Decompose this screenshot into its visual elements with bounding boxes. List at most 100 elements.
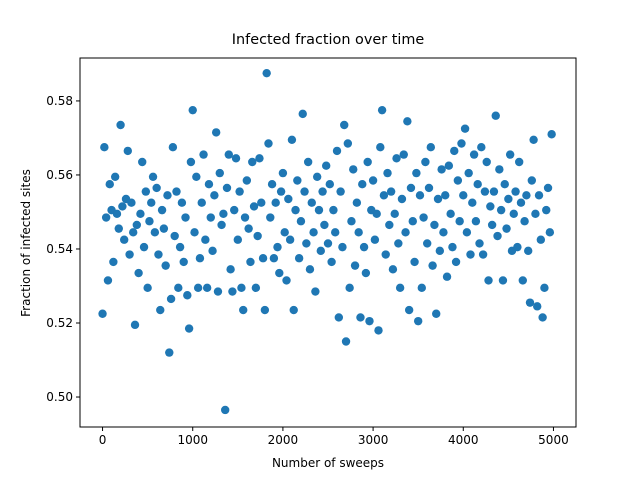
point — [341, 337, 351, 346]
point — [486, 202, 495, 211]
point — [350, 261, 360, 270]
point — [361, 268, 371, 278]
point — [123, 146, 132, 156]
point — [441, 191, 450, 200]
point — [496, 205, 506, 215]
point — [260, 305, 270, 315]
point — [527, 176, 537, 185]
point — [195, 254, 205, 263]
point — [412, 168, 421, 178]
point — [511, 187, 520, 196]
point — [356, 313, 365, 322]
point — [174, 283, 183, 293]
point — [500, 180, 509, 189]
point — [451, 257, 461, 267]
point — [192, 172, 201, 182]
point — [325, 180, 335, 189]
x-tick-label: 0 — [99, 433, 107, 447]
point — [491, 111, 500, 120]
point — [543, 183, 553, 193]
point — [430, 220, 439, 230]
point — [473, 180, 482, 189]
point — [477, 142, 486, 152]
point — [165, 348, 174, 357]
point — [462, 228, 472, 237]
point — [399, 150, 408, 159]
point — [132, 220, 142, 230]
point — [248, 157, 257, 167]
point — [432, 309, 441, 318]
point — [305, 265, 315, 274]
point — [269, 254, 279, 263]
point — [475, 239, 484, 248]
point — [502, 224, 511, 233]
point — [237, 283, 246, 293]
point — [210, 191, 219, 200]
point — [446, 209, 455, 219]
point — [453, 176, 463, 185]
point — [294, 254, 304, 263]
point — [345, 283, 354, 293]
point — [143, 283, 152, 293]
point — [522, 191, 531, 200]
point — [464, 168, 473, 178]
point — [181, 213, 190, 222]
point — [392, 154, 401, 163]
point — [273, 242, 282, 252]
point — [188, 105, 197, 115]
point — [332, 146, 342, 156]
point — [296, 217, 306, 226]
point — [370, 235, 380, 244]
point — [125, 250, 134, 259]
point — [264, 139, 273, 148]
point — [211, 128, 221, 137]
point — [110, 172, 120, 182]
point — [251, 283, 261, 293]
point — [406, 183, 416, 193]
point — [529, 135, 538, 144]
point — [329, 205, 338, 215]
point — [217, 220, 226, 230]
point — [291, 205, 300, 215]
y-tick-label: 0.56 — [46, 168, 73, 182]
point — [390, 209, 399, 219]
point — [240, 213, 250, 222]
point — [482, 157, 491, 167]
point — [242, 176, 252, 185]
point — [138, 157, 147, 167]
point — [437, 165, 446, 174]
point — [363, 157, 372, 167]
point — [419, 213, 428, 222]
point — [480, 187, 490, 196]
point — [498, 276, 508, 285]
point — [372, 209, 381, 219]
point — [417, 283, 426, 293]
point — [127, 198, 136, 207]
point — [540, 283, 549, 293]
point — [303, 157, 313, 167]
point — [307, 198, 316, 207]
point — [439, 228, 448, 237]
point — [224, 150, 233, 159]
point — [175, 242, 185, 252]
point — [404, 305, 414, 315]
point — [208, 246, 217, 256]
plot-frame — [79, 57, 577, 428]
point — [413, 316, 423, 326]
point — [293, 176, 302, 185]
point — [354, 228, 363, 237]
point — [336, 187, 345, 196]
point — [343, 139, 353, 148]
point — [289, 305, 298, 315]
point — [228, 287, 237, 296]
point — [101, 213, 111, 222]
y-axis-label: Fraction of infected sites — [19, 169, 33, 317]
point — [524, 246, 533, 256]
point — [334, 313, 344, 322]
point — [161, 261, 170, 270]
x-tick-label: 3000 — [358, 433, 389, 447]
point — [197, 198, 206, 207]
point — [116, 120, 125, 130]
point — [525, 298, 535, 307]
